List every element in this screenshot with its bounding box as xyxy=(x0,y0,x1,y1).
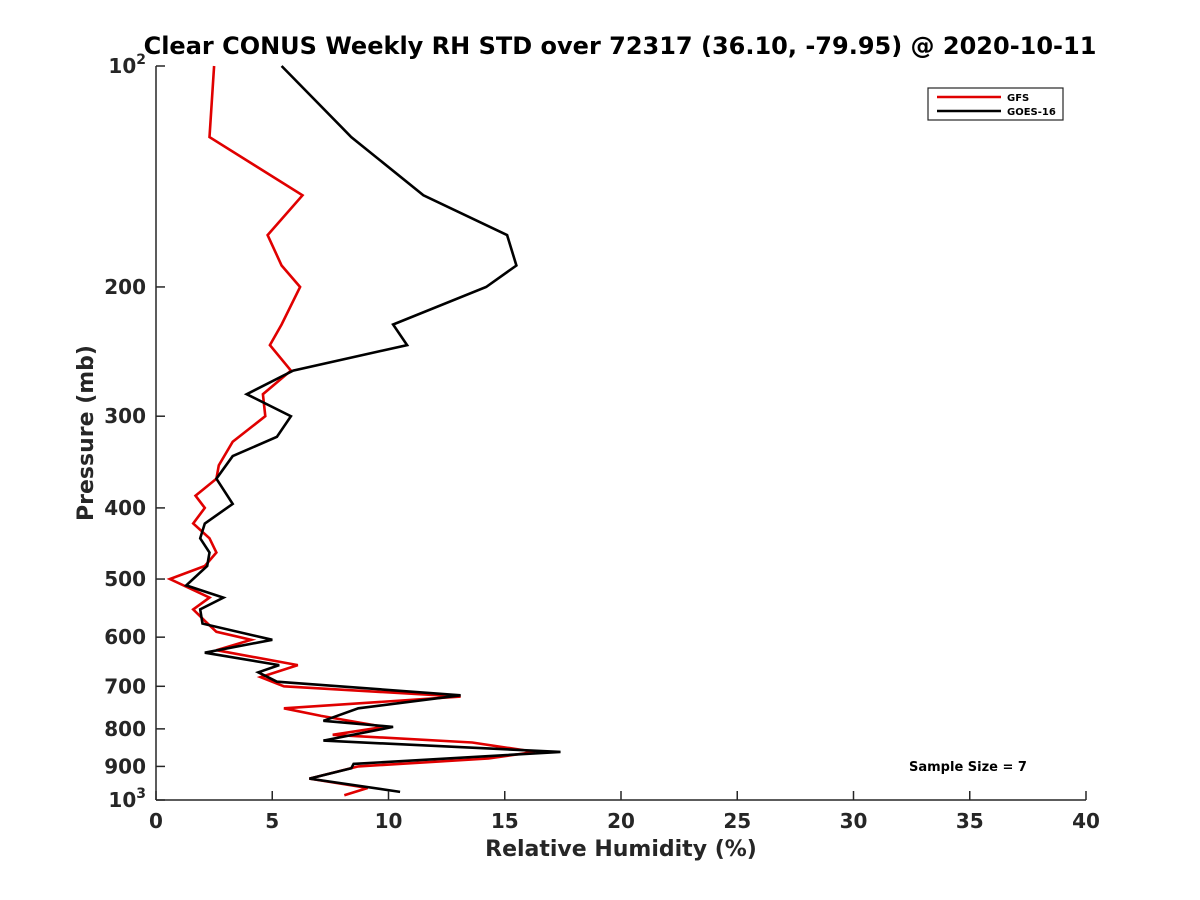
legend-label-gfs: GFS xyxy=(1007,93,1029,104)
y-tick-label: 500 xyxy=(104,567,146,591)
series-line-gfs xyxy=(166,65,536,797)
chart-title: Clear CONUS Weekly RH STD over 72317 (36… xyxy=(144,32,1097,60)
series-layer xyxy=(166,65,561,797)
plot-area xyxy=(156,66,1086,800)
series-line-goes-16 xyxy=(183,65,561,794)
y-tick-label: 700 xyxy=(104,674,146,698)
x-tick-label: 25 xyxy=(723,809,751,833)
x-tick-label: 0 xyxy=(149,809,163,833)
y-tick-label: 300 xyxy=(104,404,146,428)
x-tick-label: 15 xyxy=(491,809,519,833)
y-tick-label: 400 xyxy=(104,496,146,520)
y-tick-label-exponent: 3 xyxy=(136,786,146,802)
y-axis-label: Pressure (mb) xyxy=(74,345,99,521)
x-axis-ticks: 0 5 10 15 20 25 30 35 40 xyxy=(149,791,1100,833)
x-tick-label: 30 xyxy=(840,809,868,833)
legend-box xyxy=(927,87,1064,121)
y-tick-label: 600 xyxy=(104,625,146,649)
x-tick-label: 35 xyxy=(956,809,984,833)
y-tick-label: 800 xyxy=(104,717,146,741)
y-tick-label: 200 xyxy=(104,275,146,299)
x-tick-label: 10 xyxy=(375,809,403,833)
legend-label-goes-16: GOES-16 xyxy=(1007,107,1056,118)
y-tick-label-exponent: 2 xyxy=(136,52,146,68)
x-tick-label: 40 xyxy=(1072,809,1100,833)
x-tick-label: 20 xyxy=(607,809,635,833)
legend: GFS GOES-16 xyxy=(927,87,1064,121)
x-tick-label: 5 xyxy=(265,809,279,833)
sample-size-annotation: Sample Size = 7 xyxy=(909,760,1027,775)
y-tick-label: 900 xyxy=(104,754,146,778)
x-axis-label: Relative Humidity (%) xyxy=(485,837,757,862)
